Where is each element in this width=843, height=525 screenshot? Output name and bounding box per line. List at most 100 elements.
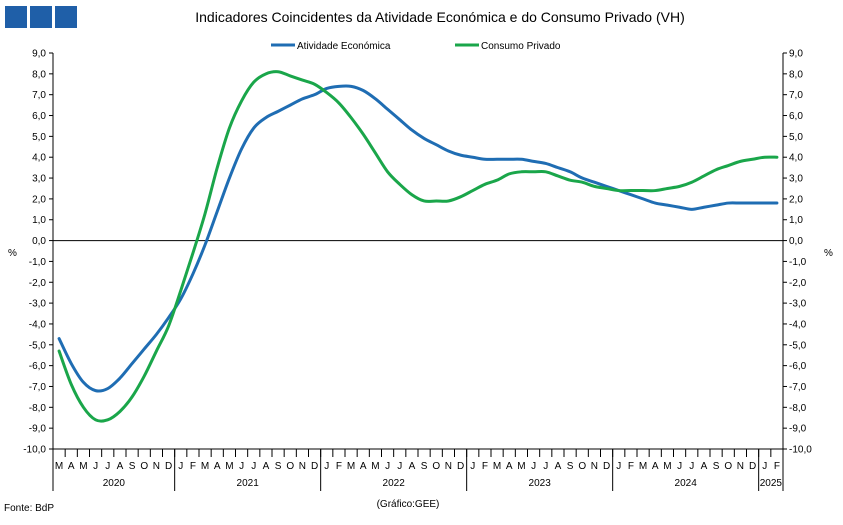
y-tick-label-right: 0,0 bbox=[789, 236, 803, 247]
series-line-atividade-economica bbox=[57, 84, 779, 393]
x-month-label: F bbox=[628, 461, 634, 472]
y-tick-label-right: -1,0 bbox=[789, 257, 807, 268]
y-tick-label-left: -7,0 bbox=[29, 382, 47, 393]
x-month-label: N bbox=[591, 461, 598, 472]
x-month-label: A bbox=[214, 461, 221, 472]
y-axis-label-left: % bbox=[8, 248, 17, 259]
x-year-label: 2022 bbox=[383, 478, 406, 489]
x-month-label: D bbox=[749, 461, 756, 472]
x-month-label: M bbox=[201, 461, 209, 472]
x-month-label: N bbox=[153, 461, 160, 472]
x-month-label: M bbox=[517, 461, 525, 472]
y-tick-label-right: 5,0 bbox=[789, 132, 803, 143]
x-month-label: N bbox=[737, 461, 744, 472]
x-month-label: A bbox=[555, 461, 562, 472]
x-month-label: O bbox=[724, 461, 732, 472]
y-tick-label-right: 1,0 bbox=[789, 215, 803, 226]
x-month-label: N bbox=[445, 461, 452, 472]
y-tick-label-left: 7,0 bbox=[32, 90, 46, 101]
x-month-label: A bbox=[68, 461, 75, 472]
x-year-label: 2023 bbox=[529, 478, 552, 489]
x-month-label: J bbox=[531, 461, 536, 472]
y-tick-label-right: 4,0 bbox=[789, 153, 803, 164]
x-month-label: M bbox=[55, 461, 63, 472]
x-year-label: 2024 bbox=[675, 478, 698, 489]
y-tick-label-left: 5,0 bbox=[32, 132, 46, 143]
x-month-label: O bbox=[578, 461, 586, 472]
y-tick-label-left: 9,0 bbox=[32, 49, 46, 60]
x-month-label: J bbox=[689, 461, 694, 472]
brand-logo bbox=[5, 6, 77, 28]
x-month-label: F bbox=[482, 461, 488, 472]
x-month-label: M bbox=[225, 461, 233, 472]
x-month-label: S bbox=[129, 461, 136, 472]
x-month-label: F bbox=[336, 461, 342, 472]
x-month-label: J bbox=[385, 461, 390, 472]
x-month-label: J bbox=[397, 461, 402, 472]
y-tick-label-right: 9,0 bbox=[789, 49, 803, 60]
y-tick-label-left: -1,0 bbox=[29, 257, 47, 268]
x-month-label: F bbox=[774, 461, 780, 472]
x-month-label: J bbox=[178, 461, 183, 472]
y-tick-label-right: 6,0 bbox=[789, 111, 803, 122]
y-tick-label-right: -9,0 bbox=[789, 424, 807, 435]
y-tick-label-left: 0,0 bbox=[32, 236, 46, 247]
x-month-label: S bbox=[275, 461, 282, 472]
x-month-label: J bbox=[93, 461, 98, 472]
x-month-label: M bbox=[639, 461, 647, 472]
y-tick-label-left: 3,0 bbox=[32, 174, 46, 185]
y-tick-label-left: -5,0 bbox=[29, 340, 47, 351]
y-tick-label-right: 7,0 bbox=[789, 90, 803, 101]
x-month-label: D bbox=[457, 461, 464, 472]
x-month-label: J bbox=[616, 461, 621, 472]
x-month-label: J bbox=[543, 461, 548, 472]
y-tick-label-left: -8,0 bbox=[29, 403, 47, 414]
y-tick-label-right: -3,0 bbox=[789, 299, 807, 310]
series-line-consumo-privado bbox=[57, 70, 779, 423]
y-tick-label-left: -3,0 bbox=[29, 299, 47, 310]
chart-title: Indicadores Coincidentes da Atividade Ec… bbox=[195, 9, 685, 25]
x-month-label: S bbox=[567, 461, 574, 472]
x-month-label: F bbox=[190, 461, 196, 472]
y-tick-label-right: 2,0 bbox=[789, 194, 803, 205]
x-month-label: M bbox=[371, 461, 379, 472]
x-month-label: J bbox=[251, 461, 256, 472]
credit-note: (Gráfico:GEE) bbox=[377, 499, 440, 510]
plot-area: 9,0 9,0 8,0 8,0 7,0 7,0 6,0 6,0 5,0 5,0 4,0 4,0 3,0 3… bbox=[23, 49, 812, 491]
x-year-label: 2021 bbox=[237, 478, 260, 489]
x-month-label: O bbox=[432, 461, 440, 472]
y-tick-label-left: -2,0 bbox=[29, 278, 47, 289]
x-month-label: J bbox=[105, 461, 110, 472]
y-tick-label-right: 3,0 bbox=[789, 174, 803, 185]
x-month-label: M bbox=[493, 461, 501, 472]
x-month-label: O bbox=[286, 461, 294, 472]
x-month-label: S bbox=[713, 461, 720, 472]
y-tick-label-right: -10,0 bbox=[789, 445, 812, 456]
x-month-label: A bbox=[360, 461, 367, 472]
brand-square-3 bbox=[55, 6, 77, 28]
x-month-label: A bbox=[701, 461, 708, 472]
x-month-label: A bbox=[409, 461, 416, 472]
x-month-label: D bbox=[165, 461, 172, 472]
x-month-label: M bbox=[663, 461, 671, 472]
y-tick-label-right: -5,0 bbox=[789, 340, 807, 351]
x-month-label: M bbox=[347, 461, 355, 472]
y-tick-label-right: -2,0 bbox=[789, 278, 807, 289]
legend-label-consumo: Consumo Privado bbox=[481, 41, 561, 52]
y-tick-label-right: 8,0 bbox=[789, 69, 803, 80]
x-month-label: A bbox=[506, 461, 513, 472]
y-tick-label-left: 2,0 bbox=[32, 194, 46, 205]
y-tick-label-left: 1,0 bbox=[32, 215, 46, 226]
y-tick-label-left: -10,0 bbox=[23, 445, 46, 456]
x-month-label: S bbox=[421, 461, 428, 472]
source-note: Fonte: BdP bbox=[4, 503, 54, 514]
y-axis-label-right: % bbox=[824, 248, 833, 259]
x-month-label: M bbox=[79, 461, 87, 472]
brand-square-1 bbox=[5, 6, 27, 28]
y-tick-label-left: 4,0 bbox=[32, 153, 46, 164]
x-month-label: N bbox=[299, 461, 306, 472]
y-tick-label-left: 6,0 bbox=[32, 111, 46, 122]
legend: Atividade Económica Consumo Privado bbox=[271, 41, 561, 52]
y-tick-label-left: -4,0 bbox=[29, 319, 47, 330]
